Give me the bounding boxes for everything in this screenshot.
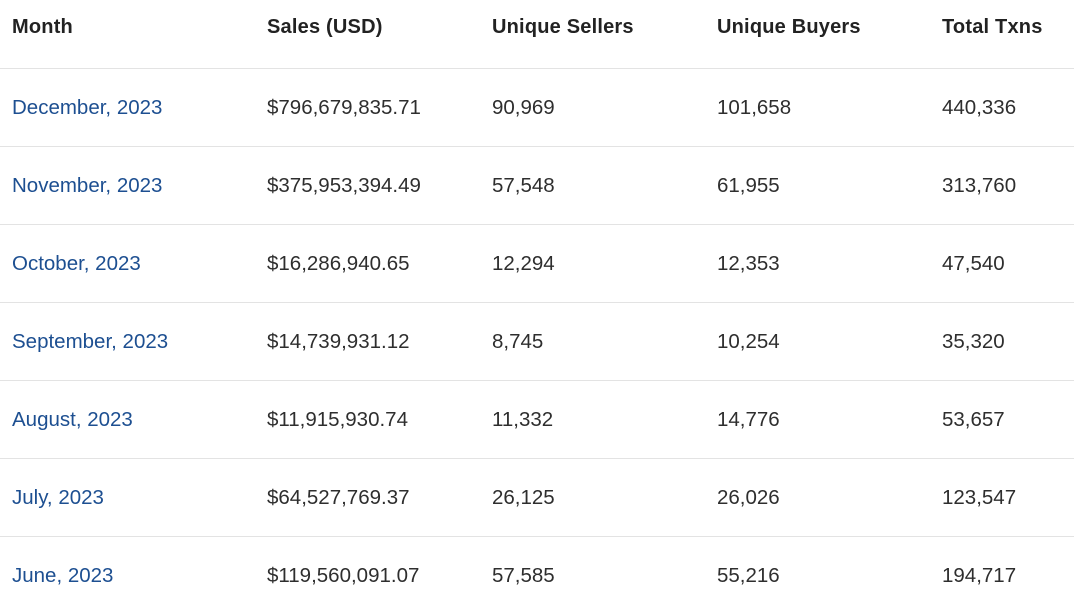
unique-sellers-cell: 11,332 (492, 407, 554, 431)
sales-cell: $16,286,940.65 (267, 251, 410, 275)
total-txns-cell: 53,657 (942, 407, 1005, 431)
table-row: August, 2023 $11,915,930.74 11,332 14,77… (0, 381, 1074, 459)
column-header-sales[interactable]: Sales (USD) (267, 16, 383, 38)
unique-sellers-cell: 90,969 (492, 95, 555, 119)
sales-cell: $11,915,930.74 (267, 407, 408, 431)
column-header-unique-buyers[interactable]: Unique Buyers (717, 16, 861, 38)
total-txns-cell: 47,540 (942, 251, 1005, 275)
unique-sellers-cell: 8,745 (492, 329, 544, 353)
table-row: November, 2023 $375,953,394.49 57,548 61… (0, 147, 1074, 225)
sales-cell: $375,953,394.49 (267, 173, 421, 197)
month-link[interactable]: November, 2023 (12, 173, 163, 197)
table-row: October, 2023 $16,286,940.65 12,294 12,3… (0, 225, 1074, 303)
table-row: July, 2023 $64,527,769.37 26,125 26,026 … (0, 459, 1074, 537)
unique-buyers-cell: 14,776 (717, 407, 780, 431)
total-txns-cell: 194,717 (942, 563, 1017, 587)
column-header-month[interactable]: Month (12, 16, 73, 38)
unique-sellers-cell: 57,585 (492, 563, 555, 587)
table-row: December, 2023 $796,679,835.71 90,969 10… (0, 69, 1074, 147)
month-link[interactable]: August, 2023 (12, 407, 133, 431)
unique-buyers-cell: 61,955 (717, 173, 780, 197)
sales-cell: $14,739,931.12 (267, 329, 410, 353)
table-header-row: Month Sales (USD) Unique Sellers Unique … (0, 0, 1074, 69)
sales-cell: $64,527,769.37 (267, 485, 410, 509)
total-txns-cell: 313,760 (942, 173, 1017, 197)
unique-buyers-cell: 26,026 (717, 485, 780, 509)
table-row: June, 2023 $119,560,091.07 57,585 55,216… (0, 537, 1074, 603)
month-link[interactable]: October, 2023 (12, 251, 141, 275)
unique-sellers-cell: 26,125 (492, 485, 555, 509)
total-txns-cell: 123,547 (942, 485, 1017, 509)
month-link[interactable]: September, 2023 (12, 329, 169, 353)
unique-buyers-cell: 55,216 (717, 563, 780, 587)
unique-buyers-cell: 101,658 (717, 95, 792, 119)
total-txns-cell: 440,336 (942, 95, 1017, 119)
month-link[interactable]: July, 2023 (12, 485, 104, 509)
unique-buyers-cell: 12,353 (717, 251, 780, 275)
table-row: September, 2023 $14,739,931.12 8,745 10,… (0, 303, 1074, 381)
month-link[interactable]: June, 2023 (12, 563, 114, 587)
unique-buyers-cell: 10,254 (717, 329, 780, 353)
unique-sellers-cell: 12,294 (492, 251, 555, 275)
sales-cell: $119,560,091.07 (267, 563, 420, 587)
unique-sellers-cell: 57,548 (492, 173, 555, 197)
sales-cell: $796,679,835.71 (267, 95, 421, 119)
column-header-total-txns[interactable]: Total Txns (942, 16, 1043, 38)
column-header-unique-sellers[interactable]: Unique Sellers (492, 16, 634, 38)
month-link[interactable]: December, 2023 (12, 95, 163, 119)
total-txns-cell: 35,320 (942, 329, 1005, 353)
